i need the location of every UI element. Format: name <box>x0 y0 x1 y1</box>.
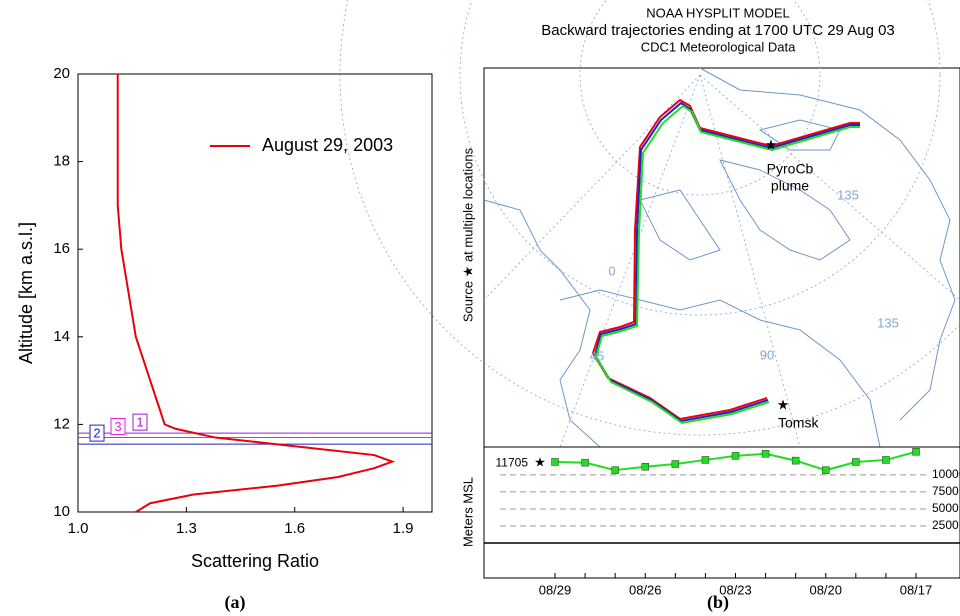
x-tick-label: 08/20 <box>809 582 842 597</box>
height-point <box>791 456 800 465</box>
panel-label: (a) <box>225 592 246 613</box>
height-point <box>912 448 920 456</box>
graticule-label: 135 <box>837 187 859 202</box>
marker-box <box>89 424 105 442</box>
source-height-label: 11705 <box>496 455 529 469</box>
graticule-label: 135 <box>877 315 899 330</box>
height-point <box>761 450 770 458</box>
height-point <box>731 452 740 460</box>
marker-label: 3 <box>114 419 121 434</box>
y-tick-label: 12 <box>53 415 70 432</box>
y-tick-label: 5000 <box>932 501 959 515</box>
x-axis-title: Scattering Ratio <box>191 551 319 571</box>
x-tick-label: 1.6 <box>284 520 305 537</box>
svg-text:★: ★ <box>765 137 778 153</box>
height-frame <box>483 446 960 579</box>
x-tick-label: 08/23 <box>719 582 752 597</box>
map-frame <box>483 67 960 448</box>
graticule-label: 0 <box>608 263 615 278</box>
panel-label: (b) <box>707 592 729 613</box>
x-tick-label: 08/17 <box>900 582 933 597</box>
map-side-label: Source ★ at multiple locations <box>460 147 475 322</box>
legend-label: August 29, 2003 <box>262 135 393 155</box>
svg-text:★: ★ <box>777 397 790 413</box>
y-tick-label: 14 <box>53 328 70 345</box>
height-point <box>822 466 830 474</box>
marker-label: 1 <box>136 415 143 430</box>
x-tick-label: 1.9 <box>393 520 414 537</box>
y-tick-label: 10000 <box>932 467 960 481</box>
graticule-label: 90 <box>760 347 774 362</box>
x-tick-label: 1.0 <box>68 520 89 537</box>
marker-box <box>110 418 126 436</box>
map-title: CDC1 Meteorological Data <box>641 39 796 54</box>
height-point <box>852 458 860 466</box>
plume-label: plume <box>771 178 809 194</box>
graticule-label: 45 <box>590 348 604 363</box>
plume-label: PyroCb <box>767 161 814 177</box>
marker-label: 2 <box>93 426 100 441</box>
height-point <box>581 458 589 467</box>
y-tick-label: 18 <box>53 153 70 170</box>
height-point <box>641 462 649 471</box>
source-star: ★ <box>534 455 546 470</box>
x-tick-label: 08/29 <box>539 582 572 597</box>
height-point <box>671 460 680 468</box>
profile-line <box>116 74 396 513</box>
city-label: Tomsk <box>778 415 819 431</box>
plot-frame <box>77 73 433 513</box>
height-point <box>701 456 710 464</box>
x-tick-label: 1.3 <box>176 520 197 537</box>
y-tick-label: 20 <box>53 65 70 82</box>
y-axis-title: Altitude [km a.s.l.] <box>16 222 36 364</box>
x-tick-label: 08/26 <box>629 582 662 597</box>
height-point <box>551 458 559 466</box>
y-tick-label: 2500 <box>932 518 959 532</box>
y-tick-label: 16 <box>53 240 70 257</box>
y-tick-label: 7500 <box>932 484 959 498</box>
map-title: Backward trajectories ending at 1700 UTC… <box>541 22 895 39</box>
height-point <box>611 466 619 474</box>
trajectories: ★ ★ <box>591 98 860 425</box>
y-tick-label: 10 <box>53 503 70 520</box>
marker-box <box>132 413 148 431</box>
map-title: NOAA HYSPLIT MODEL <box>646 5 790 20</box>
height-point <box>882 456 890 464</box>
y-axis-title: Meters MSL <box>460 477 475 547</box>
